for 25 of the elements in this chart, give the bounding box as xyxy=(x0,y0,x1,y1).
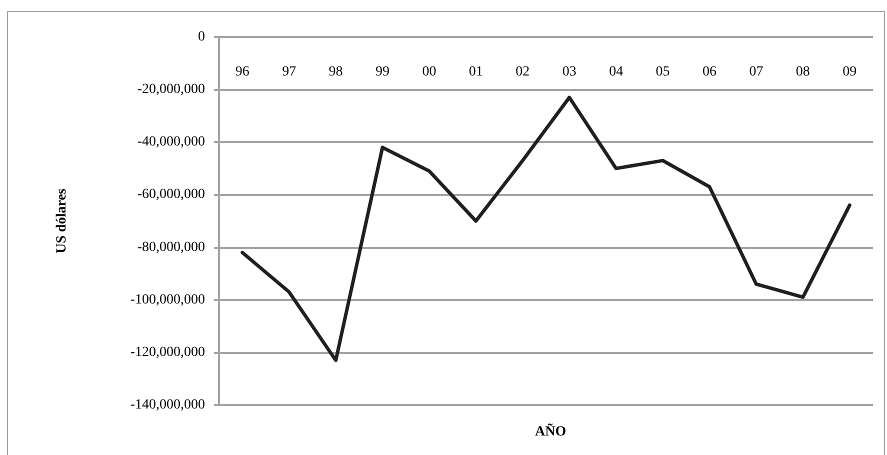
x-tick-label: 03 xyxy=(562,64,576,80)
x-tick-label: 96 xyxy=(235,64,250,80)
y-tick-label: -120,000,000 xyxy=(130,344,205,360)
y-axis-title: US dólares xyxy=(54,188,70,254)
y-tick-label: -20,000,000 xyxy=(137,82,205,98)
x-tick-label: 09 xyxy=(842,64,857,80)
y-tick-label: -140,000,000 xyxy=(130,398,205,412)
x-tick-label: 06 xyxy=(702,64,716,80)
x-tick-label: 04 xyxy=(609,64,624,80)
y-tick-label: -40,000,000 xyxy=(137,134,205,150)
x-tick-label: 05 xyxy=(656,64,670,80)
x-tick-label: 97 xyxy=(282,64,296,80)
y-tick-label: -100,000,000 xyxy=(130,292,205,308)
x-tick-label: 02 xyxy=(516,64,530,80)
line-series xyxy=(240,96,852,362)
x-tick-label: 98 xyxy=(328,64,343,80)
x-axis-title: AÑO xyxy=(535,422,566,440)
y-tick-label: 0 xyxy=(198,30,205,44)
y-tick-label: -80,000,000 xyxy=(137,240,205,255)
y-tick-label: -60,000,000 xyxy=(137,187,205,202)
x-tick-label: 00 xyxy=(422,64,436,80)
x-tick-label: 07 xyxy=(749,64,764,80)
x-tick-label: 01 xyxy=(468,64,483,80)
x-tick-label: 08 xyxy=(796,64,810,80)
x-tick-label: 99 xyxy=(376,64,390,80)
